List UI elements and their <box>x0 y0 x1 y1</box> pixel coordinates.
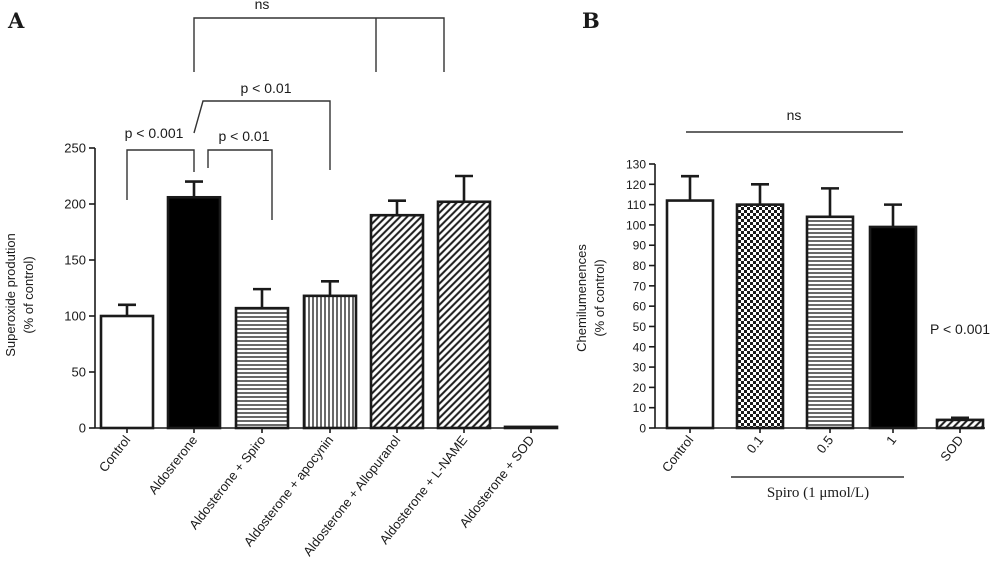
y-tick-label-a-2: 100 <box>64 309 86 324</box>
error-bar-a-3 <box>321 279 339 296</box>
ns-label-b: ns <box>787 107 802 123</box>
bar-b-1 <box>735 203 785 430</box>
y-tick-label-b-9: 90 <box>633 239 647 253</box>
y-tick-label-b-3: 30 <box>633 361 647 375</box>
y-tick-label-b-2: 20 <box>633 381 647 395</box>
bar-b-2 <box>805 215 855 430</box>
y-tick-label-a-0: 0 <box>79 421 86 436</box>
error-bar-a-0 <box>118 303 136 316</box>
x-tick-label-b-1: 0.1 <box>743 433 766 456</box>
bar-b-3 <box>868 225 918 430</box>
sig-label-apocynin: p < 0.01 <box>241 80 292 96</box>
panel-label-a: A <box>7 8 25 33</box>
error-bar-b-4 <box>951 416 969 420</box>
bar-a-5 <box>436 200 492 430</box>
y-tick-label-b-8: 80 <box>633 259 647 273</box>
error-bar-b-0 <box>681 174 699 201</box>
error-bar-b-3 <box>884 203 902 227</box>
chart-panel-a: Superoxide prodution (% of control) 0 50 1… <box>3 0 559 559</box>
y-axis-label-a-line2: (% of control) <box>21 256 36 333</box>
bar-a-4 <box>369 213 425 430</box>
y-axis-label-a-line1: Superoxide prodution <box>3 233 18 357</box>
bar-b-4 <box>935 418 985 430</box>
y-tick-label-b-10: 100 <box>626 218 646 232</box>
p-label-sod: P < 0.001 <box>930 321 990 337</box>
ns-bracket-a <box>193 17 445 72</box>
y-tick-label-a-4: 200 <box>64 197 86 212</box>
y-tick-label-b-7: 70 <box>633 279 647 293</box>
sig-bracket-apocynin <box>193 100 331 170</box>
x-tick-label-a-1: Aldosrerone <box>145 433 200 497</box>
y-tick-label-b-13: 130 <box>626 158 646 172</box>
x-tick-label-a-2: Aldosterone + Spiro <box>186 433 268 532</box>
y-axis-label-b-line2: (% of control) <box>592 259 607 336</box>
bar-a-1 <box>166 195 222 430</box>
bar-a-6 <box>503 425 559 430</box>
sig-label-spiro: p < 0.01 <box>219 128 270 144</box>
error-bar-a-4 <box>388 199 406 216</box>
x-tick-label-b-0: Control <box>659 433 697 475</box>
group-label-spiro: Spiro (1 μmol/L) <box>767 485 869 501</box>
y-tick-label-a-3: 150 <box>64 253 86 268</box>
error-bar-a-5 <box>455 174 473 202</box>
x-tick-label-b-3: 1 <box>883 433 899 448</box>
bar-a-0 <box>99 314 155 430</box>
y-tick-label-b-12: 120 <box>626 178 646 192</box>
error-bar-a-1 <box>185 180 203 198</box>
error-bar-b-1 <box>751 183 769 205</box>
y-tick-label-b-0: 0 <box>639 422 646 436</box>
y-tick-label-a-1: 50 <box>72 365 86 380</box>
sig-bracket-control <box>126 149 195 200</box>
y-tick-label-b-4: 40 <box>633 340 647 354</box>
x-tick-label-b-2: 0.5 <box>813 433 836 456</box>
x-tick-label-a-6: Aldosterone + SOD <box>456 433 537 531</box>
y-tick-label-b-1: 10 <box>633 401 647 415</box>
y-axis-label-b-line1: Chemilumenences <box>574 244 589 352</box>
y-tick-label-b-6: 60 <box>633 300 647 314</box>
y-tick-label-b-5: 50 <box>633 320 647 334</box>
error-bar-a-2 <box>253 287 271 309</box>
sig-bracket-spiro <box>207 149 273 220</box>
x-tick-label-a-0: Control <box>96 433 134 475</box>
error-bar-b-2 <box>821 187 839 217</box>
chart-panel-b: Chemilumenences (% of control) 0 10 20 30 40… <box>574 107 990 501</box>
x-tick-label-b-4: SOD <box>937 433 966 464</box>
bar-b-0 <box>665 199 715 430</box>
y-tick-label-b-11: 110 <box>627 198 646 212</box>
y-tick-label-a-5: 250 <box>64 141 86 156</box>
bar-a-2 <box>234 306 290 430</box>
ns-label-a: ns <box>255 0 270 12</box>
sig-label-control: p < 0.001 <box>125 125 184 141</box>
panel-label-b: B <box>582 8 600 33</box>
bar-a-3 <box>302 294 358 430</box>
